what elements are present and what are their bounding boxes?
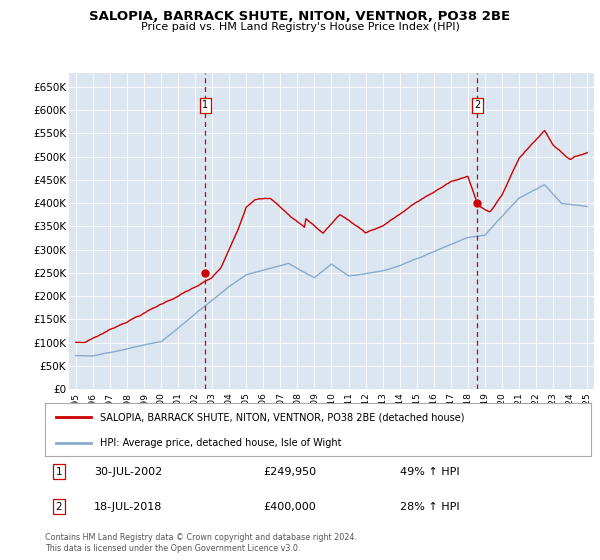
Text: 30-JUL-2002: 30-JUL-2002 — [94, 467, 163, 477]
Text: Contains HM Land Registry data © Crown copyright and database right 2024.
This d: Contains HM Land Registry data © Crown c… — [45, 533, 357, 553]
Text: 1: 1 — [202, 100, 208, 110]
Text: Price paid vs. HM Land Registry's House Price Index (HPI): Price paid vs. HM Land Registry's House … — [140, 22, 460, 32]
Text: SALOPIA, BARRACK SHUTE, NITON, VENTNOR, PO38 2BE: SALOPIA, BARRACK SHUTE, NITON, VENTNOR, … — [89, 10, 511, 23]
Text: 2: 2 — [474, 100, 480, 110]
Text: £400,000: £400,000 — [263, 502, 316, 512]
Text: £249,950: £249,950 — [263, 467, 317, 477]
Text: 18-JUL-2018: 18-JUL-2018 — [94, 502, 163, 512]
Text: 49% ↑ HPI: 49% ↑ HPI — [400, 467, 460, 477]
Text: 2: 2 — [55, 502, 62, 512]
Text: 28% ↑ HPI: 28% ↑ HPI — [400, 502, 460, 512]
Text: HPI: Average price, detached house, Isle of Wight: HPI: Average price, detached house, Isle… — [100, 437, 341, 447]
Text: 1: 1 — [55, 467, 62, 477]
Text: SALOPIA, BARRACK SHUTE, NITON, VENTNOR, PO38 2BE (detached house): SALOPIA, BARRACK SHUTE, NITON, VENTNOR, … — [100, 412, 464, 422]
